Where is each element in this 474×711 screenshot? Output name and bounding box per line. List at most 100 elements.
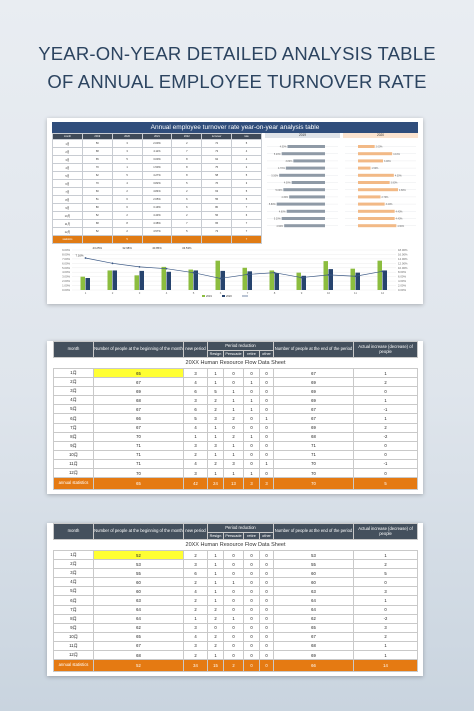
table-cell: 1 (207, 577, 224, 588)
summary-cell: 12月 (52, 227, 83, 236)
table-cell: 12月 (53, 650, 94, 661)
table-cell: 4 (183, 377, 208, 388)
table-cell: 9月 (53, 440, 94, 451)
table-cell: 1 (353, 549, 418, 561)
bar-2019 (188, 269, 193, 290)
summary-note: 43.53% (182, 245, 192, 250)
table-cell: 3 (207, 413, 224, 424)
table-cell: 10月 (53, 449, 94, 460)
table-cell: 11月 (53, 640, 94, 652)
turnover-bar (358, 152, 393, 156)
total-cell: 34 (183, 659, 208, 673)
turnover-bar (358, 209, 395, 213)
summary-cell: 62 (81, 171, 113, 180)
summary-cell: 4 (231, 147, 262, 156)
table-cell: 0 (259, 422, 274, 433)
table-cell: 0 (223, 568, 244, 579)
table-cell: 4 (183, 458, 208, 470)
table-cell: 66 (93, 413, 184, 424)
table-cell: 1 (259, 413, 274, 424)
summary-note: 43.25% (92, 245, 103, 250)
table-cell: 71 (93, 440, 184, 451)
line-point (84, 257, 87, 259)
table-cell: 0 (223, 604, 244, 615)
summary-cell: 2 (111, 187, 143, 196)
left-axis-tick-label: 7.00% (62, 257, 70, 261)
line-point (354, 275, 357, 278)
summary-cell: 4 (231, 155, 262, 164)
right-axis-tick-label: 8.00% (398, 270, 406, 274)
table-cell: 62 (273, 613, 354, 624)
summary-cell: 10月 (52, 211, 83, 220)
summary-row: 8月 51 6 2.65% 6 55 5 (52, 195, 262, 204)
summary-cell: 3.00% (141, 155, 173, 164)
col-reduction: Period reduction (207, 341, 274, 351)
table-cell: 67 (273, 367, 354, 379)
table-cell: 69 (273, 386, 354, 397)
table-cell: 0 (243, 586, 260, 597)
table-cell: 0 (243, 640, 260, 652)
summary-cell: 4.27% (141, 171, 173, 180)
turnover-bar (358, 224, 397, 228)
table-cell: 0 (353, 449, 418, 460)
page-title: YEAR-ON-YEAR DETAILED ANALYSIS TABLE OF … (38, 43, 436, 92)
x-tick-label: 10 (327, 291, 331, 295)
table-cell: 3 (183, 640, 208, 652)
table-cell: 70 (273, 458, 354, 470)
summary-cell: 52 (81, 227, 113, 236)
table-cell: 0 (259, 650, 274, 661)
summary-cell: 5 (231, 139, 262, 148)
bar-2019 (134, 275, 139, 290)
table-cell: 2 (207, 458, 224, 470)
table-cell: 65 (93, 631, 184, 642)
table-cell: 1 (223, 613, 244, 624)
right-axis-tick-label: 6.00% (398, 275, 406, 279)
summary-cell: 5 (231, 195, 262, 204)
table-row: 5月 60 4 1 0 0 0 63 3 (53, 586, 418, 597)
table-cell: 1 (207, 468, 224, 479)
col-persuade: Persuade (223, 532, 244, 540)
turnover-bar (276, 202, 325, 206)
table-cell: 1 (207, 559, 224, 570)
table-cell: 1 (183, 613, 208, 624)
table-cell: 2 (207, 631, 224, 642)
total-cell: 5 (353, 477, 418, 491)
table-cell: 0 (243, 449, 260, 460)
summary-cell: 4月 (52, 163, 83, 172)
table-cell: 1 (243, 377, 260, 388)
table-cell: 0 (353, 440, 418, 451)
turnover-bar (358, 166, 371, 170)
table-cell: 0 (259, 440, 274, 451)
right-axis-tick-label: 4.00% (398, 279, 406, 283)
table-row: 8月 70 1 1 2 1 0 68 -2 (53, 431, 418, 442)
summary-total-cell: 7 (231, 235, 262, 244)
table-cell: 67 (273, 404, 354, 415)
summary-cell: 3 (231, 179, 262, 188)
table-cell: 0 (259, 367, 274, 379)
table-cell: 3 (183, 468, 208, 479)
table-cell: 0 (259, 559, 274, 570)
summary-row: 9月 80 6 3.19% 6 80 7 (52, 203, 262, 212)
summary-cell: 2 (171, 187, 203, 196)
table-cell: 1 (207, 431, 224, 442)
total-cell: 13 (223, 477, 244, 491)
right-bar-panel-label: 2020 (343, 133, 418, 138)
col-persuade: Persuade (223, 350, 244, 358)
table-cell: 6月 (53, 595, 94, 606)
table-cell: 2 (207, 404, 224, 415)
table-cell: 1 (243, 468, 260, 479)
table-cell: 0 (223, 422, 244, 433)
table-cell: 0 (243, 604, 260, 615)
total-cell: 0 (243, 659, 260, 673)
table-cell: 53 (273, 549, 354, 561)
x-tick-label: 5 (193, 291, 195, 295)
table-cell: 2月 (53, 377, 94, 388)
table-cell: 4 (183, 422, 208, 433)
table-cell: 69 (273, 422, 354, 433)
x-tick-label: 6 (220, 291, 222, 295)
bar-2020 (355, 272, 360, 290)
table-cell: 2月 (53, 559, 94, 570)
left-axis-tick-label: 6.00% (62, 261, 70, 265)
table-row: 5月 67 6 2 1 1 0 67 -1 (53, 404, 418, 415)
bar-2019 (296, 272, 301, 290)
